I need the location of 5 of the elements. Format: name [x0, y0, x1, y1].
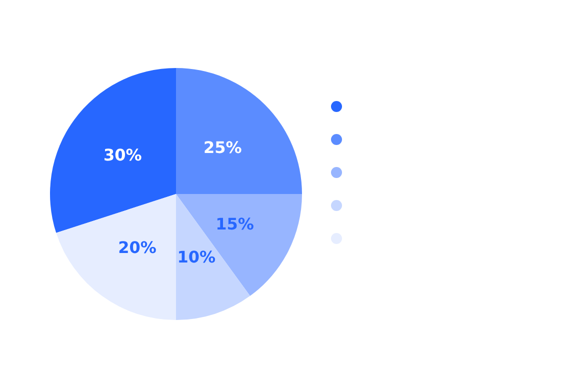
- data-label: 15%: [216, 214, 254, 234]
- data-label: 20%: [118, 238, 156, 257]
- data-label: 10%: [177, 247, 216, 266]
- data-label: 25%: [204, 138, 242, 157]
- data-label: 30%: [103, 146, 142, 165]
